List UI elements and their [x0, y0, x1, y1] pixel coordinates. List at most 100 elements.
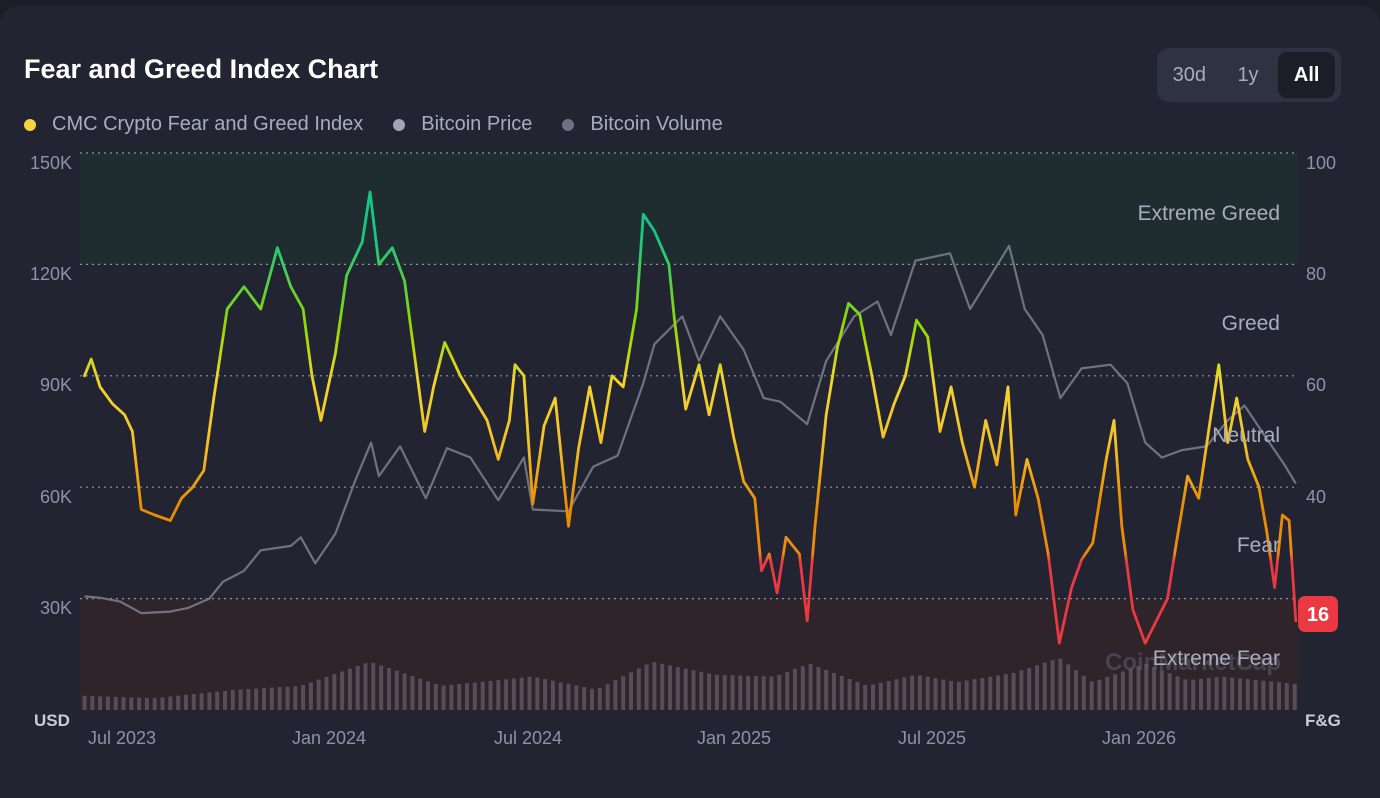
- current-value-text: 16: [1307, 604, 1329, 626]
- volume-bar: [1245, 679, 1250, 710]
- left-tick-label: 120K: [30, 264, 72, 284]
- volume-bar: [457, 684, 462, 710]
- legend-item-fear-greed[interactable]: CMC Crypto Fear and Greed Index: [24, 113, 363, 136]
- volume-bar: [465, 683, 469, 710]
- right-axis-unit: F&G: [1305, 711, 1341, 730]
- volume-bar: [496, 680, 501, 710]
- volume-bar: [597, 687, 602, 710]
- bitcoin-price-dot-icon: [393, 118, 406, 131]
- volume-bar: [277, 687, 282, 710]
- volume-bar: [144, 697, 149, 710]
- volume-bar: [894, 679, 899, 710]
- volume-bar: [1230, 677, 1235, 710]
- volume-bar: [1105, 677, 1110, 710]
- current-value-badge-bg: [1298, 596, 1338, 632]
- volume-bar: [738, 675, 743, 710]
- volume-bar: [964, 680, 969, 710]
- volume-bar: [1136, 666, 1141, 710]
- right-tick-label: 40: [1306, 487, 1326, 507]
- volume-bar: [363, 663, 368, 710]
- x-axis: Jul 2023 Jan 2024 Jul 2024 Jan 2025 Jul …: [88, 728, 1176, 748]
- volume-bar: [1199, 678, 1203, 710]
- volume-bar: [168, 696, 173, 710]
- bitcoin-volume-dot-icon: [562, 118, 575, 131]
- volume-bar: [1066, 664, 1071, 710]
- volume-bar: [504, 679, 509, 710]
- left-axis-unit: USD: [34, 711, 70, 730]
- volume-bar: [1011, 672, 1016, 710]
- volume-bar: [590, 688, 594, 710]
- legend-item-bitcoin-price[interactable]: Bitcoin Price: [393, 113, 532, 136]
- volume-bar: [574, 685, 579, 710]
- range-30d-button[interactable]: 30d: [1161, 52, 1218, 98]
- volume-bar: [871, 684, 875, 710]
- volume-bar: [488, 680, 493, 710]
- right-tick-label: 80: [1306, 264, 1326, 284]
- volume-bar: [371, 662, 376, 710]
- volume-bar: [387, 668, 391, 710]
- volume-bar: [1027, 667, 1032, 710]
- volume-bar: [683, 668, 688, 710]
- range-1y-button[interactable]: 1y: [1220, 52, 1277, 98]
- volume-bar: [1183, 679, 1188, 710]
- volume-bar: [137, 697, 142, 710]
- volume-bar: [207, 692, 212, 710]
- fear-greed-dot-icon: [24, 118, 36, 131]
- volume-bar: [910, 675, 915, 710]
- volume-bar: [785, 672, 790, 710]
- volume-bar: [832, 673, 836, 710]
- volume-bar: [988, 676, 993, 710]
- volume-bar: [699, 671, 704, 710]
- volume-bar: [301, 685, 306, 710]
- zone-label-neutral: Neutral: [1212, 424, 1280, 447]
- volume-bar: [340, 671, 345, 710]
- volume-bar: [1277, 682, 1281, 710]
- volume-bar: [996, 675, 1000, 710]
- volume-bar: [129, 697, 134, 710]
- volume-bar: [1128, 668, 1133, 710]
- volume-bar: [441, 685, 446, 710]
- chart-legend: CMC Crypto Fear and Greed Index Bitcoin …: [24, 113, 723, 136]
- volume-bar: [1152, 667, 1157, 710]
- range-all-button[interactable]: All: [1278, 52, 1336, 98]
- x-tick-label: Jan 2024: [292, 728, 366, 748]
- volume-bar: [1191, 679, 1196, 710]
- volume-bar: [223, 690, 227, 710]
- volume-bar: [566, 683, 571, 710]
- volume-bar: [402, 673, 407, 710]
- x-tick-label: Jan 2026: [1102, 728, 1176, 748]
- legend-item-bitcoin-volume[interactable]: Bitcoin Volume: [562, 113, 723, 136]
- right-tick-label: 100: [1306, 153, 1336, 173]
- volume-bar: [800, 666, 805, 710]
- volume-bar: [426, 681, 430, 710]
- volume-bar: [1261, 680, 1266, 710]
- x-tick-label: Jul 2024: [494, 728, 562, 748]
- chart-title: Fear and Greed Index Chart: [24, 54, 379, 84]
- zone-label-extreme-greed: Extreme Greed: [1138, 202, 1280, 225]
- volume-bar: [675, 667, 680, 710]
- volume-bar: [777, 674, 782, 710]
- volume-bar: [527, 676, 532, 710]
- volume-bar: [262, 688, 266, 710]
- volume-bar: [152, 698, 157, 710]
- volume-bar: [113, 696, 118, 710]
- volume-bar: [660, 663, 665, 710]
- grid-lines: [80, 152, 1298, 600]
- zone-label-extreme-fear: Extreme Fear: [1153, 647, 1280, 670]
- left-axis: 150K 120K 90K 60K 30K USD: [30, 153, 72, 730]
- volume-bar: [332, 674, 337, 710]
- volume-bar: [1206, 678, 1211, 710]
- volume-bar: [863, 685, 868, 710]
- volume-bar: [636, 668, 641, 710]
- volume-bar: [199, 693, 204, 710]
- x-tick-label: Jan 2025: [697, 728, 771, 748]
- volume-bar: [691, 670, 696, 710]
- volume-bar: [316, 679, 321, 710]
- volume-bar: [433, 684, 438, 710]
- volume-bar: [980, 678, 985, 710]
- volume-bar: [82, 695, 87, 710]
- left-tick-label: 30K: [40, 598, 72, 618]
- volume-bar: [285, 686, 290, 710]
- volume-bar: [793, 669, 797, 710]
